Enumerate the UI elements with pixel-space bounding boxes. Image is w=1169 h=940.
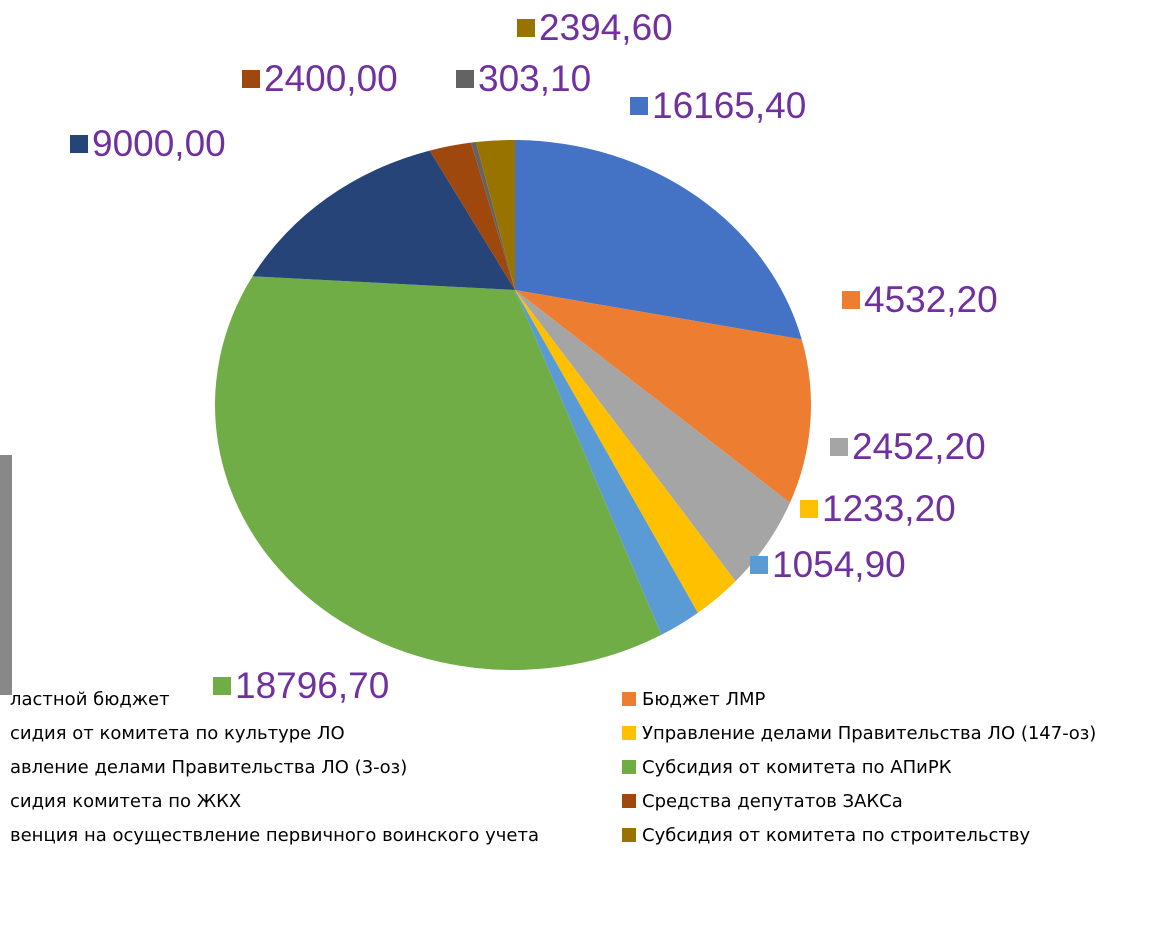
pie-slice (515, 290, 736, 613)
data-label: 9000,00 (92, 123, 226, 164)
data-label: 16165,40 (652, 85, 806, 126)
label-key (630, 97, 648, 115)
pie-slice (515, 290, 790, 582)
label-key (242, 70, 260, 88)
legend-label: Субсидия от комитета по АПиРК (642, 757, 952, 778)
legend-label: Управление делами Правительства ЛО (147-… (642, 723, 1096, 744)
data-label: 2394,60 (539, 7, 673, 48)
data-label: 2452,20 (852, 426, 986, 467)
data-label: 2400,00 (264, 58, 398, 99)
legend-key (622, 760, 636, 774)
legend-key (622, 726, 636, 740)
pie-slice (252, 150, 515, 290)
label-key (517, 19, 535, 37)
label-key (800, 500, 818, 518)
pie-slice (515, 290, 698, 635)
legend-label: авление делами Правительства ЛО (3-оз) (10, 757, 407, 778)
pie-slice (515, 140, 802, 340)
legend-label: ластной бюджет (10, 689, 170, 710)
data-label: 1054,90 (772, 544, 906, 585)
legend-label: Субсидия от комитета по строительству (642, 825, 1030, 846)
label-key (842, 291, 860, 309)
label-key (70, 135, 88, 153)
pie-slice (470, 142, 515, 290)
legend-label: Бюджет ЛМР (642, 689, 766, 710)
data-label: 303,10 (478, 58, 591, 99)
pie-slice (475, 140, 515, 290)
label-key (213, 677, 231, 695)
photo-edge (0, 455, 12, 695)
legend-label: Средства депутатов ЗАКСа (642, 791, 903, 812)
legend-key (622, 794, 636, 808)
label-key (750, 556, 768, 574)
label-key (830, 438, 848, 456)
data-label: 4532,20 (864, 279, 998, 320)
legend-label: сидия комитета по ЖКХ (10, 791, 241, 812)
legend-key (622, 828, 636, 842)
data-label: 18796,70 (235, 665, 389, 706)
pie-slice (429, 142, 515, 290)
data-label: 1233,20 (822, 488, 956, 529)
legend-key (622, 692, 636, 706)
pie-slice (215, 276, 662, 671)
legend-label: венция на осуществление первичного воинс… (10, 825, 539, 846)
label-key (456, 70, 474, 88)
pie-slice (515, 290, 811, 503)
legend-label: сидия от комитета по культуре ЛО (10, 723, 345, 744)
